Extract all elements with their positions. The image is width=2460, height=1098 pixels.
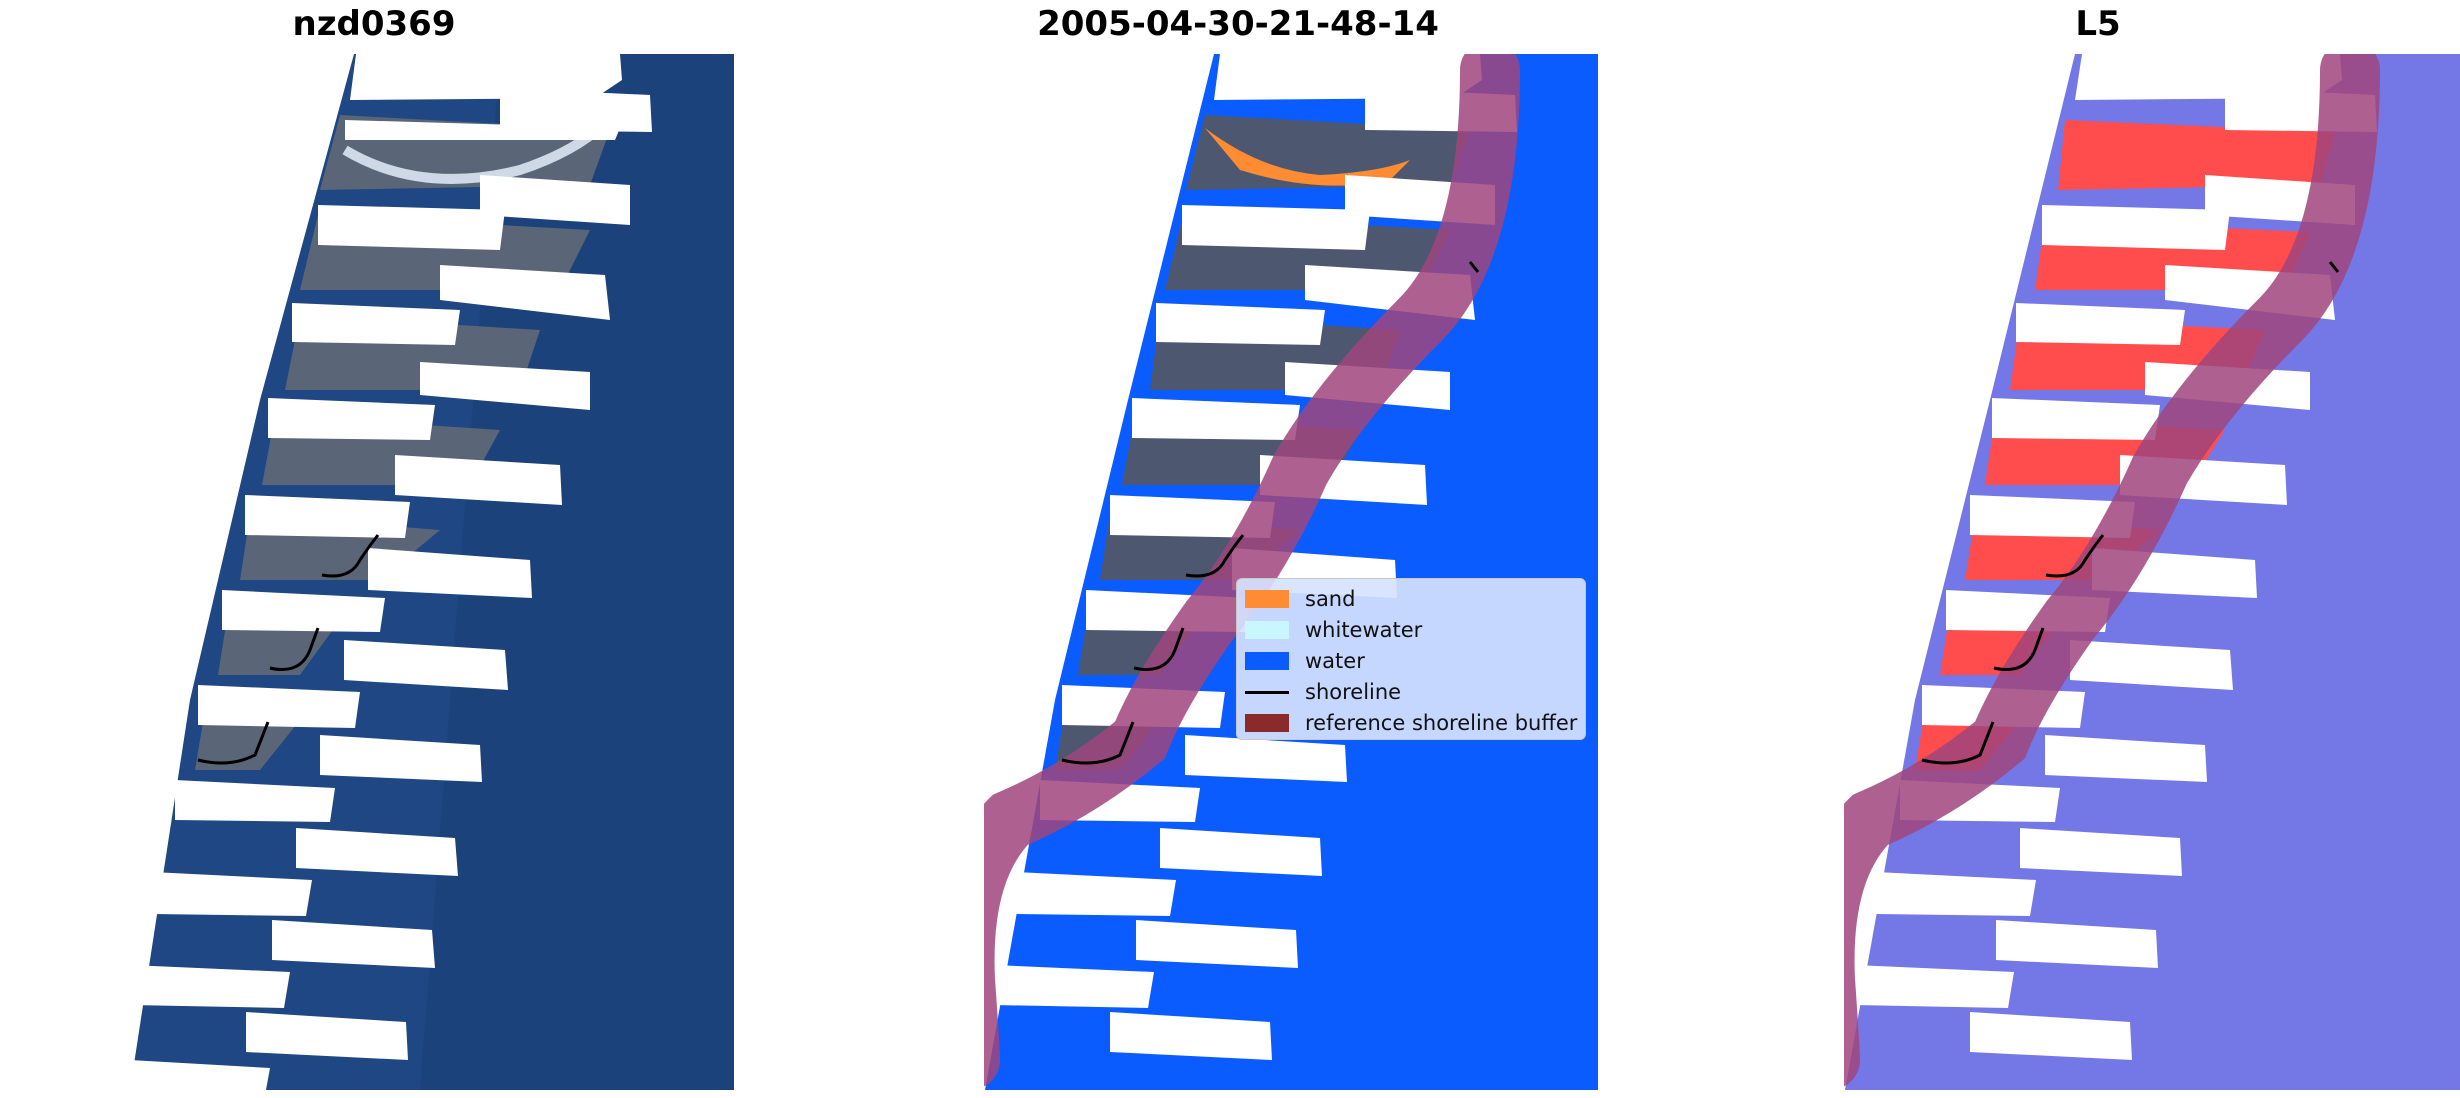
- legend-item-whitewater: whitewater: [1245, 616, 1422, 644]
- legend-item-sand: sand: [1245, 585, 1355, 613]
- legend-label: water: [1305, 649, 1365, 673]
- water-swatch: [1245, 652, 1289, 670]
- legend-label: reference shoreline buffer: [1305, 711, 1578, 735]
- left-rgb-image: [130, 54, 734, 1090]
- legend-item-shoreline: shoreline: [1245, 678, 1401, 706]
- legend-label: whitewater: [1305, 618, 1423, 642]
- legend: sand whitewater water shoreline referenc…: [1236, 578, 1586, 740]
- middle-panel-title: 2005-04-30-21-48-14: [1037, 4, 1439, 44]
- left-panel-title: nzd0369: [292, 4, 456, 44]
- whitewater-swatch: [1245, 621, 1289, 639]
- legend-label: shoreline: [1305, 680, 1402, 704]
- buffer-swatch: [1245, 714, 1289, 732]
- middle-classification-image: [984, 54, 1598, 1090]
- legend-item-water: water: [1245, 647, 1365, 675]
- right-index-image: [1844, 54, 2460, 1090]
- legend-label: sand: [1305, 587, 1356, 611]
- sand-swatch: [1245, 590, 1289, 608]
- right-panel-title: L5: [2075, 4, 2121, 44]
- shoreline-swatch: [1245, 690, 1289, 694]
- legend-item-reference-buffer: reference shoreline buffer: [1245, 709, 1577, 737]
